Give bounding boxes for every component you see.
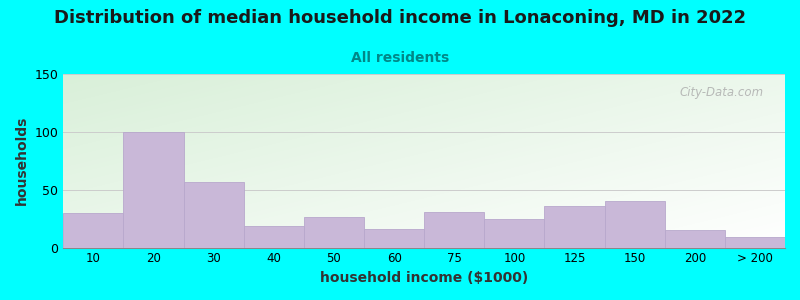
- Text: Distribution of median household income in Lonaconing, MD in 2022: Distribution of median household income …: [54, 9, 746, 27]
- Bar: [123, 132, 183, 248]
- Bar: [364, 229, 424, 248]
- Bar: [424, 212, 484, 247]
- Text: City-Data.com: City-Data.com: [679, 86, 763, 99]
- Bar: [725, 237, 785, 248]
- Bar: [605, 201, 665, 248]
- X-axis label: household income ($1000): household income ($1000): [320, 271, 528, 285]
- Bar: [244, 226, 304, 247]
- Text: All residents: All residents: [351, 51, 449, 65]
- Bar: [183, 182, 244, 248]
- Bar: [304, 218, 364, 248]
- Y-axis label: households: households: [15, 116, 29, 206]
- Bar: [63, 213, 123, 248]
- Bar: [665, 230, 725, 247]
- Bar: [484, 219, 545, 247]
- Bar: [545, 206, 605, 247]
